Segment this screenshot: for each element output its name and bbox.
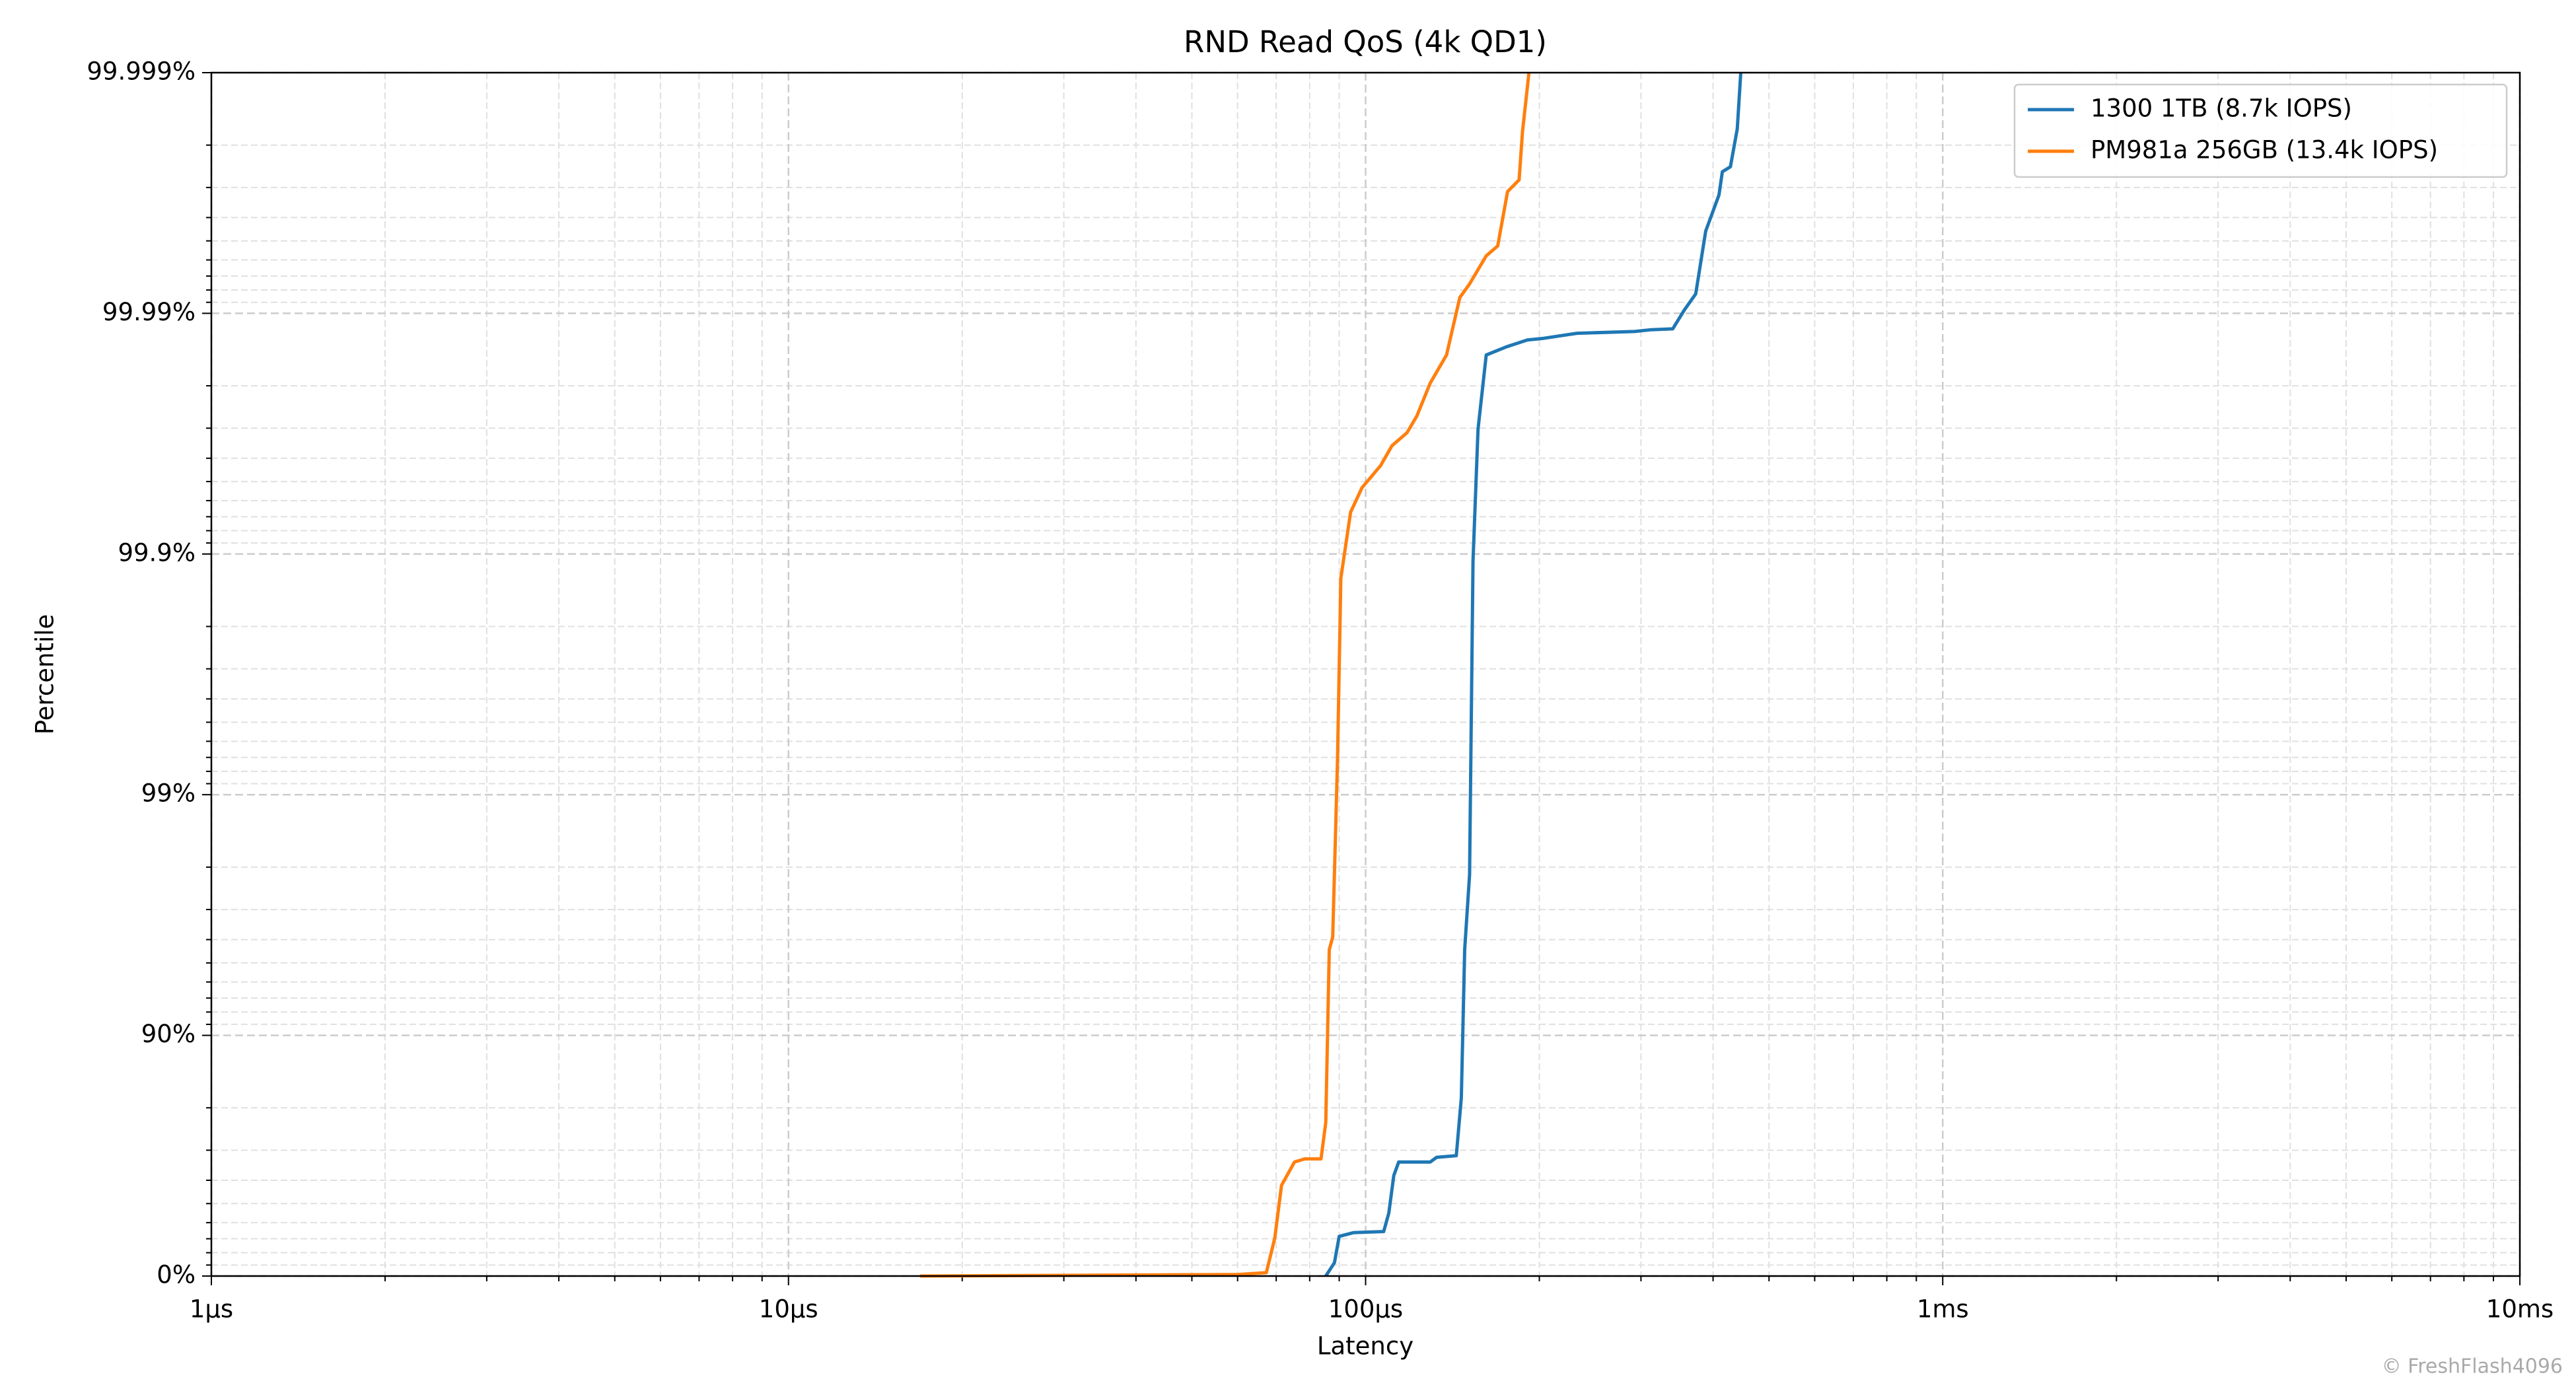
x-tick-label: 10ms — [2486, 1295, 2554, 1324]
legend-label: 1300 1TB (8.7k IOPS) — [2091, 94, 2352, 123]
chart-title: RND Read QoS (4k QD1) — [1184, 24, 1547, 59]
legend-box — [2013, 83, 2508, 178]
y-axis-label: Percentile — [31, 614, 59, 735]
plot-frame — [210, 71, 2521, 1277]
y-tick-label: 99% — [141, 779, 196, 808]
series-line — [1324, 72, 1742, 1277]
legend-label: PM981a 256GB (13.4k IOPS) — [2091, 136, 2438, 164]
x-tick-label: 10µs — [759, 1295, 818, 1324]
y-tick-label: 90% — [141, 1020, 196, 1048]
y-tick-label: 99.9% — [118, 538, 196, 567]
x-axis-label: Latency — [1317, 1332, 1413, 1361]
x-tick-label: 1µs — [190, 1295, 233, 1324]
y-tick-label: 99.99% — [102, 298, 196, 326]
y-tick-label: 99.999% — [87, 57, 196, 86]
x-tick-label: 1ms — [1917, 1295, 1969, 1324]
y-tick-label: 0% — [157, 1261, 196, 1289]
series-line — [919, 72, 1531, 1278]
x-tick-label: 100µs — [1328, 1295, 1403, 1324]
watermark: © FreshFlash4096 — [2382, 1355, 2563, 1378]
